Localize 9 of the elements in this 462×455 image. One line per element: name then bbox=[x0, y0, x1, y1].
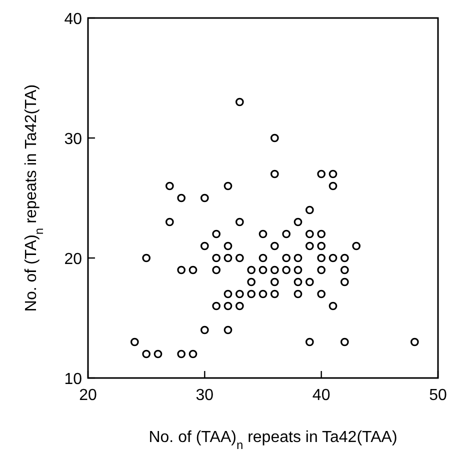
x-axis-title: No. of (TAA)$_{n}$ repeats in Ta42(TAA) bbox=[148, 429, 398, 452]
x-tick-label: 50 bbox=[429, 387, 447, 404]
x-tick-label: 30 bbox=[196, 387, 214, 404]
x-tick-label: 40 bbox=[312, 387, 330, 404]
y-tick-label: 20 bbox=[64, 251, 82, 268]
y-tick-label: 40 bbox=[64, 11, 82, 28]
x-tick-label: 20 bbox=[79, 387, 97, 404]
y-tick-label: 30 bbox=[64, 131, 82, 148]
y-tick-label: 10 bbox=[64, 371, 82, 388]
